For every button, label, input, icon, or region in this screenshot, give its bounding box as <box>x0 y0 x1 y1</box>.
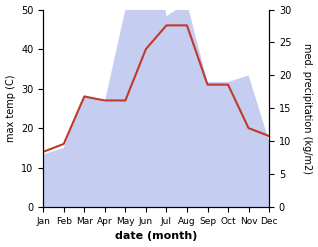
Y-axis label: max temp (C): max temp (C) <box>5 75 16 142</box>
X-axis label: date (month): date (month) <box>115 231 197 242</box>
Y-axis label: med. precipitation (kg/m2): med. precipitation (kg/m2) <box>302 43 313 174</box>
